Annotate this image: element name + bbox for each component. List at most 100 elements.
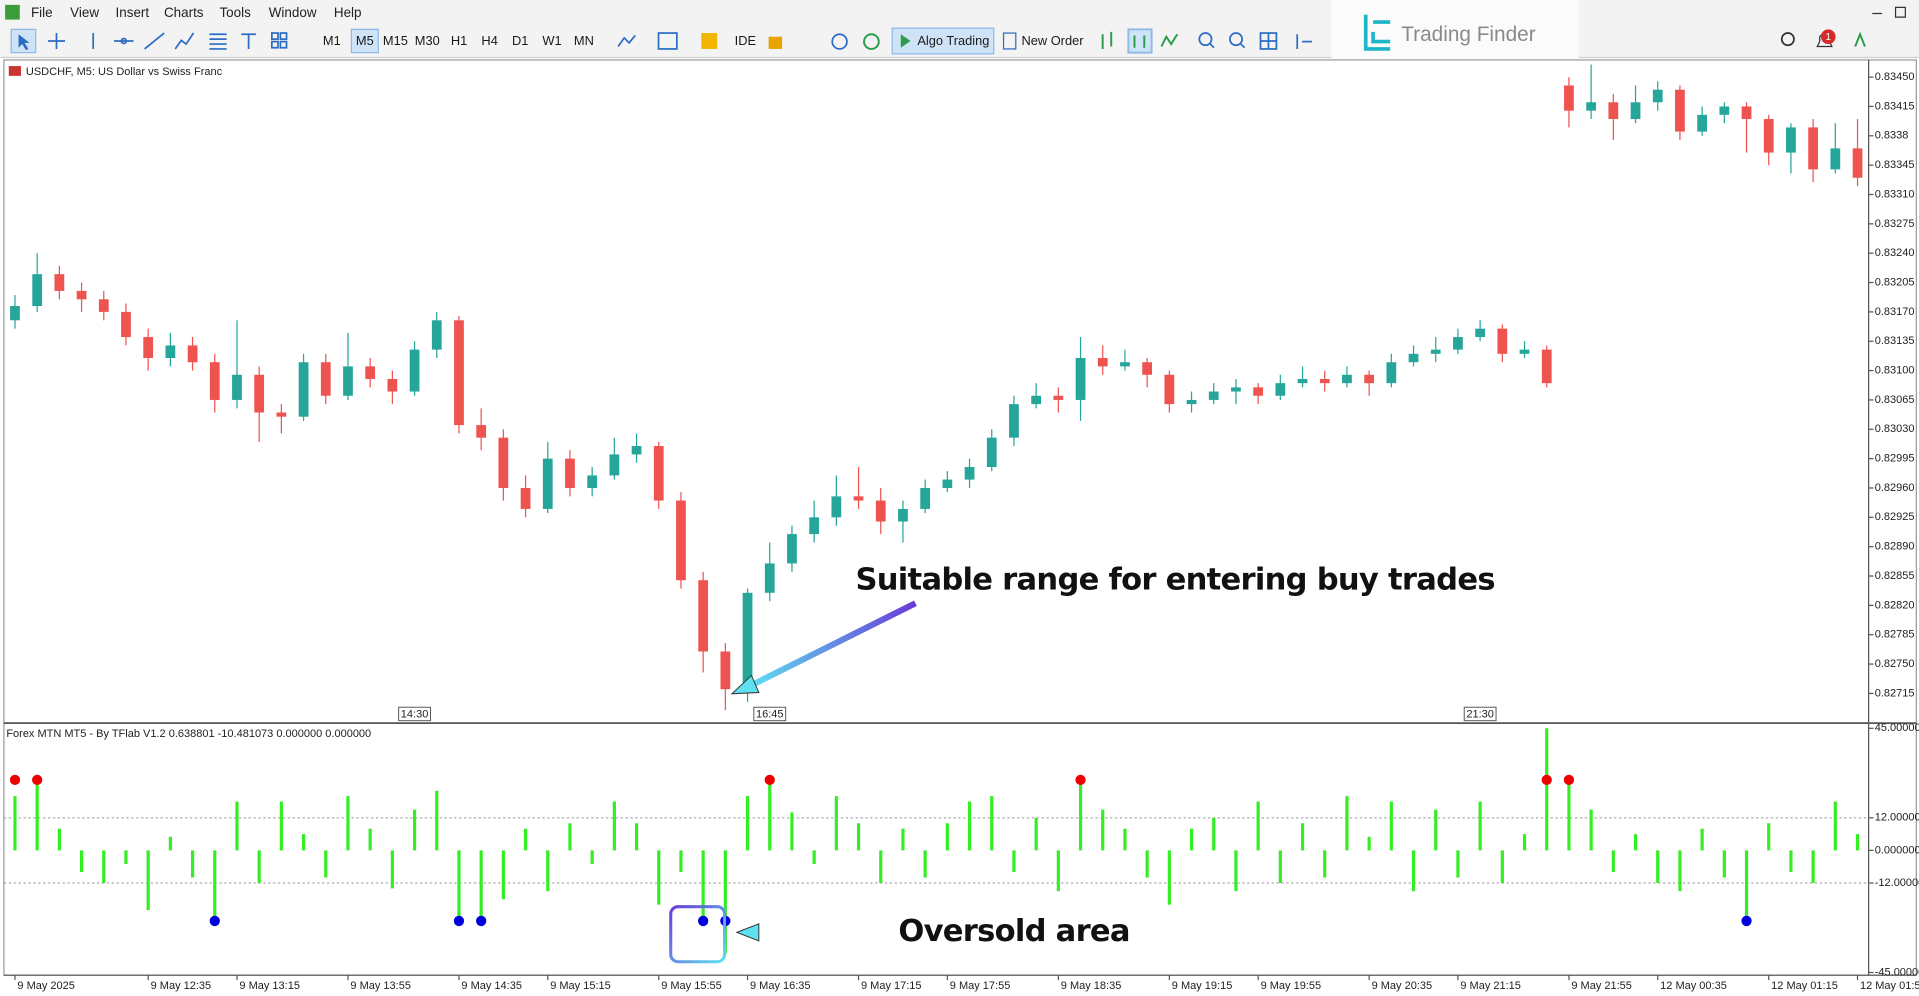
y-tick-label: 0.82995 [1875, 453, 1915, 465]
brand-logo [1363, 14, 1391, 51]
candle-body [165, 345, 176, 359]
candle-body [76, 290, 87, 300]
candle-body [1586, 102, 1597, 111]
candle-body [1408, 353, 1419, 363]
y-tick-label: 0.83205 [1875, 276, 1915, 288]
account-icon[interactable] [1854, 31, 1866, 47]
chart-title: USDCHF, M5: US Dollar vs Swiss Franc [26, 66, 223, 78]
window-controls[interactable] [1872, 6, 1906, 18]
y-tick-label: 12.000000 [1875, 812, 1919, 824]
y-tick-label: 0.83345 [1875, 159, 1915, 171]
y-tick-label: 0.82855 [1875, 570, 1915, 582]
pointer-icon [18, 34, 30, 51]
arrow-head [730, 674, 760, 695]
candle-body [587, 475, 598, 488]
candle-body [1652, 89, 1663, 103]
candle-body [1164, 374, 1175, 405]
candle-body [742, 592, 753, 690]
candle-body [431, 320, 442, 350]
toolbar-button[interactable]: New Order [1021, 33, 1084, 48]
candle-body [764, 563, 775, 593]
toolbar-button[interactable]: Algo Trading [917, 33, 989, 48]
chart-tools[interactable] [617, 32, 678, 50]
candle-body [54, 274, 65, 291]
candle-body [920, 487, 931, 509]
x-tick-label: 9 May 13:55 [350, 980, 411, 992]
candle-body [1342, 374, 1352, 384]
signal-dot [1075, 774, 1086, 785]
candle-body [365, 366, 376, 379]
menu-item[interactable]: View [70, 5, 99, 20]
candle-body [298, 362, 309, 417]
menu-bar [0, 0, 1919, 25]
candle-body [1208, 391, 1219, 400]
timeframe[interactable]: H1 [451, 33, 467, 48]
brand-name: Trading Finder [1401, 23, 1536, 46]
candle-body [698, 580, 709, 652]
timeframe[interactable]: M30 [415, 33, 440, 48]
time-marker-box [753, 706, 787, 722]
menu-item[interactable]: Window [269, 5, 317, 20]
candle-body [1830, 148, 1841, 170]
menu-item[interactable]: Help [334, 5, 362, 20]
candle-body [1564, 85, 1574, 111]
highlight-box [669, 905, 727, 964]
x-tick-label: 12 May 01:55 [1860, 980, 1919, 992]
y-tick-label: 0.8338 [1875, 130, 1909, 142]
candle-body [1675, 89, 1685, 132]
candle-body [542, 458, 553, 509]
arrow-head [735, 923, 760, 942]
timeframe[interactable]: D1 [512, 33, 528, 48]
market-icon[interactable] [701, 33, 718, 49]
timeframe[interactable]: MN [574, 33, 594, 48]
candle-body [964, 467, 975, 480]
toolbar-button[interactable]: IDE [735, 33, 756, 48]
drawing-tools[interactable] [47, 32, 288, 50]
candle-body [1009, 404, 1019, 438]
y-tick-label: 45.000000 [1875, 722, 1919, 734]
indicator-title: Forex MTN MT5 - By TFlab V1.2 0.638801 -… [6, 728, 371, 740]
cloud-icon[interactable] [831, 33, 848, 50]
y-tick-label: 0.82960 [1875, 482, 1915, 494]
y-tick-label: 0.82925 [1875, 511, 1915, 523]
menu-item[interactable]: File [31, 5, 53, 20]
timeframe[interactable]: M15 [383, 33, 408, 48]
signal-dot [698, 915, 709, 927]
chart-frame [3, 59, 1917, 976]
menu-item[interactable]: Charts [164, 5, 204, 20]
lock-icon[interactable] [768, 36, 783, 49]
symbol-icon [8, 66, 22, 76]
candle-body [831, 496, 842, 518]
menu-item[interactable]: Tools [219, 5, 251, 20]
candle-body [1275, 383, 1286, 396]
y-tick-label: 0.83415 [1875, 100, 1915, 112]
candle-body [1497, 328, 1508, 354]
timeframe[interactable]: M1 [323, 33, 341, 48]
signal-dot [1563, 774, 1575, 785]
candle-body [1697, 114, 1708, 132]
x-tick-label: 12 May 00:35 [1660, 980, 1727, 992]
candle-body [565, 458, 575, 488]
x-tick-label: 9 May 17:55 [950, 980, 1011, 992]
timeframe[interactable]: W1 [542, 33, 561, 48]
search-icon[interactable] [1780, 32, 1795, 47]
signal-dot [209, 915, 220, 927]
x-tick-label: 9 May 12:35 [151, 980, 212, 992]
chart-type-tools[interactable] [1101, 28, 1179, 54]
candle-body [409, 349, 420, 392]
time-marker-box [398, 706, 431, 722]
zoom-tools[interactable] [1198, 32, 1312, 50]
candle-body [1741, 106, 1752, 120]
candle-body [1808, 127, 1819, 170]
candle-body [1475, 328, 1486, 338]
signals-icon[interactable] [863, 33, 880, 50]
candle-body [1253, 387, 1264, 396]
menu-item[interactable]: Insert [116, 5, 150, 20]
timeframe[interactable]: H4 [481, 33, 497, 48]
candle-body [232, 374, 242, 400]
candle-body [1319, 378, 1330, 384]
timeframe[interactable]: M5 [356, 33, 374, 48]
y-tick-label: 0.82750 [1875, 658, 1915, 670]
algo-trading-button[interactable] [891, 27, 995, 55]
candle-body [1075, 358, 1086, 400]
